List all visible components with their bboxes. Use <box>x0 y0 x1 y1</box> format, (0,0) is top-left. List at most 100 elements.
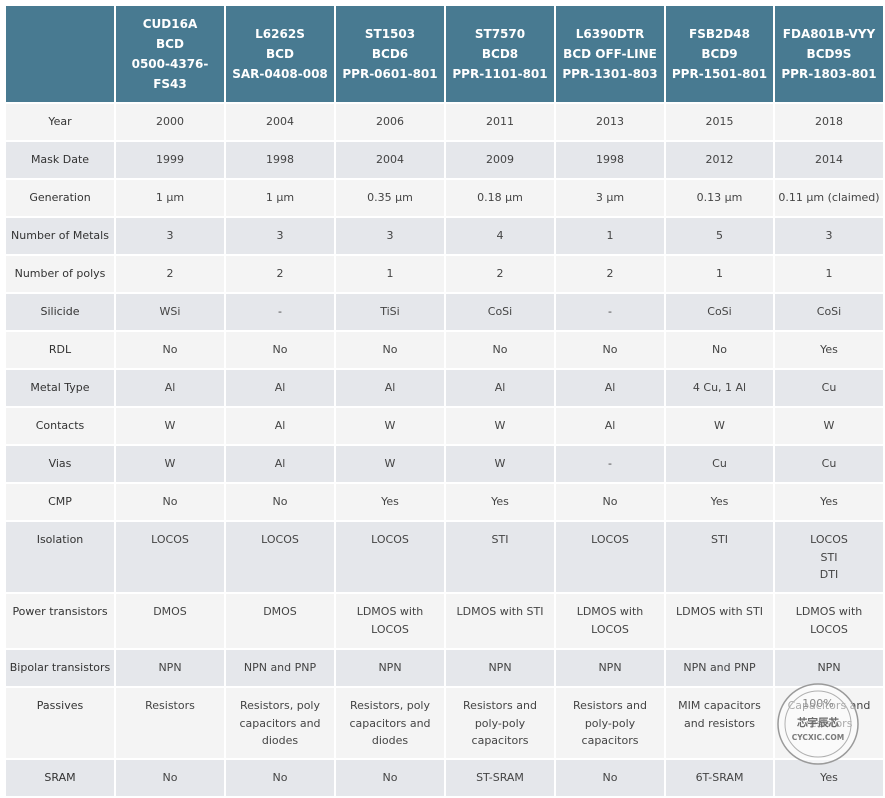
table-cell: LOCOS <box>556 522 664 592</box>
table-cell: 2009 <box>446 142 554 178</box>
table-cell: LDMOS with LOCOS <box>775 594 883 648</box>
table-cell: NPN <box>775 650 883 686</box>
table-cell: CoSi <box>446 294 554 330</box>
table-row: Isolation LOCOS LOCOS LOCOS STI LOCOS STI LOCOS… <box>6 522 883 592</box>
table-cell: Al <box>226 408 334 444</box>
table-cell: W <box>666 408 773 444</box>
table-cell: STI <box>446 522 554 592</box>
row-label: Passives <box>6 688 114 758</box>
table-cell: No <box>226 484 334 520</box>
row-label: Bipolar transistors <box>6 650 114 686</box>
table-cell: Al <box>446 370 554 406</box>
table-cell: 0.35 µm <box>336 180 444 216</box>
table-cell: CoSi <box>666 294 773 330</box>
table-cell: Yes <box>666 484 773 520</box>
table-cell: W <box>775 408 883 444</box>
column-header: FDA801B-VYY BCD9S PPR-1803-801 <box>775 6 883 102</box>
table-cell: 1998 <box>226 142 334 178</box>
table-cell: No <box>116 760 224 796</box>
table-cell: 1998 <box>556 142 664 178</box>
row-label: Number of Metals <box>6 218 114 254</box>
column-header: ST1503 BCD6 PPR-0601-801 <box>336 6 444 102</box>
table-cell: 3 <box>226 218 334 254</box>
table-cell: LOCOS STI DTI <box>775 522 883 592</box>
table-cell: No <box>336 332 444 368</box>
table-cell: 3 <box>775 218 883 254</box>
table-cell: 2015 <box>666 104 773 140</box>
table-cell: 2 <box>556 256 664 292</box>
table-cell: NPN <box>116 650 224 686</box>
table-row: Bipolar transistors NPN NPN and PNP NPN NPN N… <box>6 650 883 686</box>
table-cell: 4 Cu, 1 Al <box>666 370 773 406</box>
table-cell: 2013 <box>556 104 664 140</box>
table-cell: DMOS <box>226 594 334 648</box>
table-row: SRAM No No No ST-SRAM No 6T-SRAM Yes <box>6 760 883 796</box>
table-row: CMP No No Yes Yes No Yes Yes <box>6 484 883 520</box>
row-label: Number of polys <box>6 256 114 292</box>
table-cell: 2004 <box>336 142 444 178</box>
table-row: Number of polys 2 2 1 2 2 1 1 <box>6 256 883 292</box>
table-cell: 1 <box>336 256 444 292</box>
table-cell: LDMOS with LOCOS <box>336 594 444 648</box>
table-cell: 2011 <box>446 104 554 140</box>
table-row: Passives Resistors Resistors, poly capacit… <box>6 688 883 758</box>
table-cell: TiSi <box>336 294 444 330</box>
table-cell: LDMOS with STI <box>446 594 554 648</box>
table-cell: Resistors and poly-poly capacitors <box>446 688 554 758</box>
table-cell: - <box>556 294 664 330</box>
table-body: Year 2000 2004 2006 2011 2013 2015 2018 Mask Dat… <box>6 104 883 796</box>
table-cell: No <box>556 484 664 520</box>
table-cell: 2 <box>226 256 334 292</box>
table-row: Silicide WSi - TiSi CoSi - CoSi CoSi <box>6 294 883 330</box>
table-cell: 1999 <box>116 142 224 178</box>
table-cell: W <box>336 408 444 444</box>
table-row: Mask Date 1999 1998 2004 2009 1998 2012 2014 <box>6 142 883 178</box>
table-cell: Yes <box>336 484 444 520</box>
table-cell: Al <box>226 370 334 406</box>
row-label: Vias <box>6 446 114 482</box>
table-cell: - <box>226 294 334 330</box>
table-cell: 1 <box>775 256 883 292</box>
table-cell: LOCOS <box>116 522 224 592</box>
table-cell: - <box>556 446 664 482</box>
row-label: Generation <box>6 180 114 216</box>
table-cell: Resistors, poly capacitors and diodes <box>336 688 444 758</box>
table-cell: LDMOS with STI <box>666 594 773 648</box>
table-cell: Al <box>336 370 444 406</box>
table-cell: Capacitors and resistors <box>775 688 883 758</box>
table-row: Power transistors DMOS DMOS LDMOS with LOCO… <box>6 594 883 648</box>
table-cell: 1 <box>556 218 664 254</box>
table-cell: LOCOS <box>336 522 444 592</box>
table-cell: Yes <box>446 484 554 520</box>
table-cell: Yes <box>775 484 883 520</box>
header-row: CUD16A BCD 0500-4376- FS43 L6262S BCD SAR… <box>6 6 883 102</box>
header-corner-cell <box>6 6 114 102</box>
row-label: Silicide <box>6 294 114 330</box>
row-label: RDL <box>6 332 114 368</box>
table-row: RDL No No No No No No Yes <box>6 332 883 368</box>
column-header: L6390DTR BCD OFF-LINE PPR-1301-803 <box>556 6 664 102</box>
table-cell: 2004 <box>226 104 334 140</box>
table-cell: MIM capacitors and resistors <box>666 688 773 758</box>
table-cell: No <box>556 332 664 368</box>
table-cell: W <box>116 408 224 444</box>
table-row: Vias W Al W W - Cu Cu <box>6 446 883 482</box>
table-cell: 2 <box>116 256 224 292</box>
table-cell: Al <box>226 446 334 482</box>
table-cell: 3 <box>116 218 224 254</box>
table-cell: Resistors, poly capacitors and diodes <box>226 688 334 758</box>
table-cell: LDMOS with LOCOS <box>556 594 664 648</box>
row-label: Year <box>6 104 114 140</box>
column-header: L6262S BCD SAR-0408-008 <box>226 6 334 102</box>
table-cell: Cu <box>775 446 883 482</box>
table-cell: W <box>446 446 554 482</box>
table-cell: 1 <box>666 256 773 292</box>
table-cell: 2014 <box>775 142 883 178</box>
table-cell: 0.18 µm <box>446 180 554 216</box>
column-header: CUD16A BCD 0500-4376- FS43 <box>116 6 224 102</box>
row-label: Isolation <box>6 522 114 592</box>
table-cell: Resistors and poly-poly capacitors <box>556 688 664 758</box>
row-label: SRAM <box>6 760 114 796</box>
table-cell: NPN <box>446 650 554 686</box>
table-row: Number of Metals 3 3 3 4 1 5 3 <box>6 218 883 254</box>
